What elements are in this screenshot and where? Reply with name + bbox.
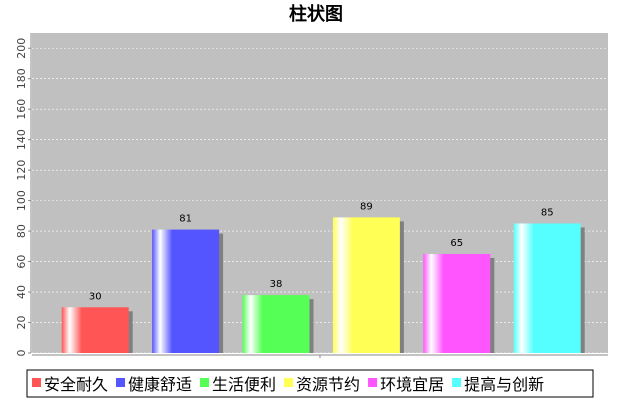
legend-label: 提高与创新 — [464, 375, 544, 394]
y-tick-label: 20 — [15, 316, 28, 330]
data-label: 38 — [270, 279, 283, 290]
data-label: 81 — [179, 214, 192, 225]
legend-swatch — [200, 378, 210, 387]
bar — [61, 307, 129, 353]
legend-label: 生活便利 — [212, 375, 276, 394]
y-tick-label: 80 — [15, 224, 28, 238]
data-label: 65 — [450, 238, 463, 249]
y-tick-label: 180 — [15, 68, 28, 89]
legend-swatch — [452, 378, 462, 387]
y-tick-label: 0 — [15, 350, 28, 357]
legend-label: 环境宜居 — [380, 375, 444, 394]
legend-swatch — [284, 378, 294, 387]
data-label: 85 — [541, 207, 554, 218]
legend-swatch — [368, 378, 378, 387]
legend-label: 安全耐久 — [44, 375, 108, 394]
y-tick-label: 140 — [15, 129, 28, 150]
legend-label: 健康舒适 — [128, 375, 192, 394]
y-tick-label: 100 — [15, 190, 28, 211]
y-tick-label: 60 — [15, 255, 28, 269]
bar — [332, 217, 400, 353]
bar — [513, 223, 581, 353]
data-label: 89 — [360, 201, 373, 212]
y-tick-label: 200 — [15, 38, 28, 59]
chart-title: 柱状图 — [289, 3, 343, 25]
y-tick-label: 120 — [15, 160, 28, 181]
legend-swatch — [32, 378, 41, 387]
plot-area — [32, 33, 608, 353]
bar — [242, 295, 310, 353]
bar — [423, 253, 491, 353]
y-tick-label: 40 — [15, 285, 28, 299]
data-label: 30 — [89, 291, 102, 302]
legend-swatch — [116, 378, 126, 387]
y-tick-label: 160 — [15, 99, 28, 120]
legend-label: 资源节约 — [296, 375, 360, 394]
bar — [152, 229, 220, 353]
